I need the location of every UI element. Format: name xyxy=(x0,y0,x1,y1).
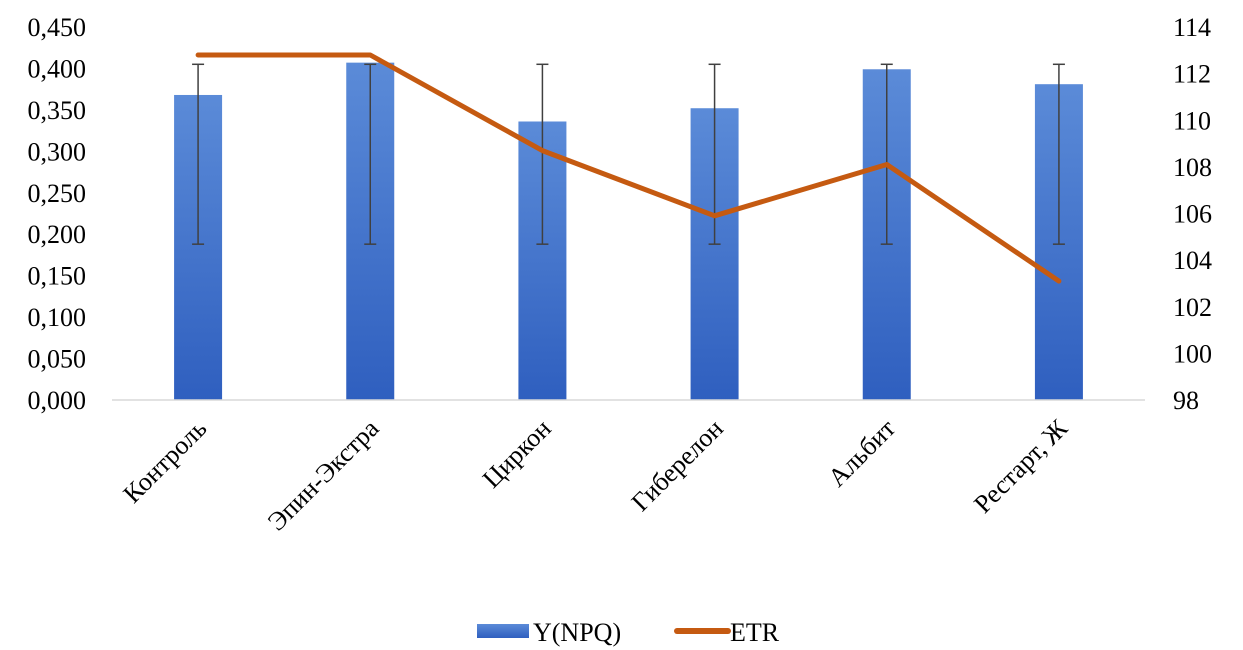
left-tick-label: 0,250 xyxy=(28,179,87,208)
left-tick-label: 0,350 xyxy=(28,96,87,125)
left-tick-label: 0,050 xyxy=(28,345,87,374)
category-label-2: Эпин-Экстра xyxy=(262,413,385,536)
right-tick-label: 110 xyxy=(1173,106,1211,135)
right-tick-label: 112 xyxy=(1173,60,1211,89)
right-tick-label: 108 xyxy=(1173,153,1212,182)
left-axis-ticks: 0,000 0,050 0,100 0,150 0,200 0,250 0,300 0,350… xyxy=(28,13,87,415)
left-tick-label: 0,100 xyxy=(28,303,87,332)
left-tick-label: 0,400 xyxy=(28,54,87,83)
right-tick-label: 106 xyxy=(1173,200,1212,229)
category-labels: Контроль Эпин-Экстра Циркон Гиберелон Альбит… xyxy=(117,413,1073,536)
error-bars xyxy=(192,63,1065,245)
left-tick-label: 0,300 xyxy=(28,137,87,166)
right-axis-ticks: 98 100 102 104 106 108 110 112 114 xyxy=(1173,13,1212,415)
category-label-4: Гиберелон xyxy=(626,414,729,517)
right-tick-label: 98 xyxy=(1173,386,1199,415)
category-label-6: Рестарт, Ж xyxy=(968,413,1073,518)
legend-swatch-ynpq xyxy=(477,624,529,638)
left-tick-label: 0,200 xyxy=(28,220,87,249)
left-tick-label: 0,450 xyxy=(28,13,87,42)
bar-group xyxy=(174,62,1083,401)
legend: Y(NPQ) ETR xyxy=(477,618,780,647)
right-tick-label: 114 xyxy=(1173,13,1211,42)
etr-line xyxy=(195,52,1062,284)
etr-line-group xyxy=(195,52,1062,284)
category-label-1: Контроль xyxy=(117,414,212,509)
legend-label-etr: ETR xyxy=(730,618,780,647)
category-label-5: Альбит xyxy=(822,414,901,493)
right-tick-label: 104 xyxy=(1173,246,1212,275)
legend-label-ynpq: Y(NPQ) xyxy=(533,618,621,647)
right-tick-label: 100 xyxy=(1173,339,1212,368)
left-tick-label: 0,000 xyxy=(28,386,87,415)
right-tick-label: 102 xyxy=(1173,293,1212,322)
category-label-3: Циркон xyxy=(477,414,557,494)
left-tick-label: 0,150 xyxy=(28,262,87,291)
